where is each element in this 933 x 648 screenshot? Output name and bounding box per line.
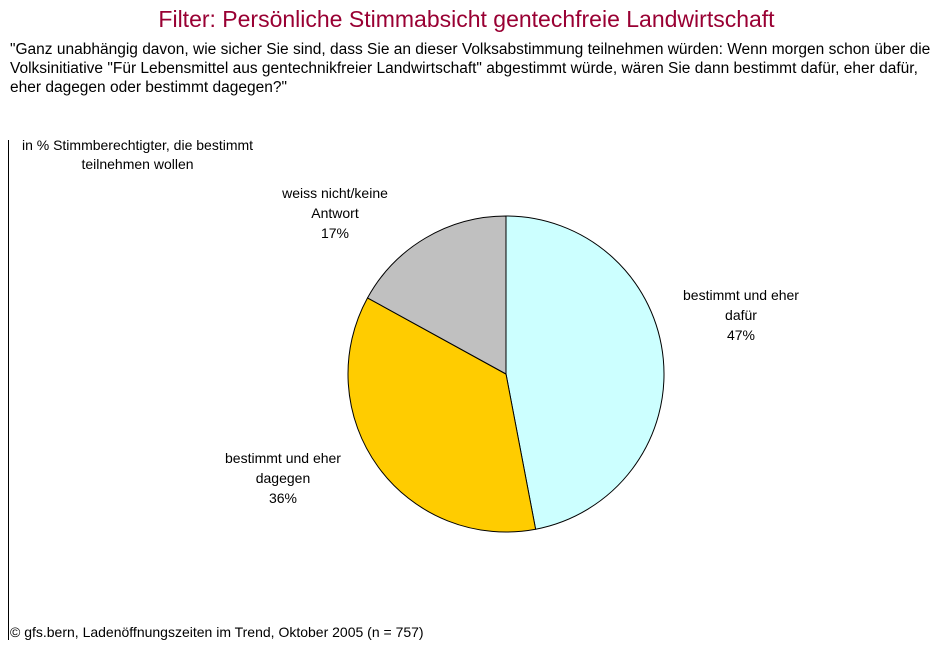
pie-slice xyxy=(505,215,665,530)
category-label: bestimmt und eher dagegen xyxy=(225,450,341,486)
pie-slice xyxy=(347,297,537,533)
value-label: 17% xyxy=(320,225,350,241)
value-label: 36% xyxy=(268,490,298,506)
unit-note: in % Stimmberechtigter, die bestimmt tei… xyxy=(21,137,254,172)
source: © gfs.bern, Ladenöffnungszeiten im Trend… xyxy=(10,624,424,640)
category-label: bestimmt und eher dafür xyxy=(683,287,799,323)
category-label: weiss nicht/keine Antwort xyxy=(282,185,388,221)
question-text: "Ganz unabhängig davon, wie sicher Sie s… xyxy=(10,41,931,96)
frame-line xyxy=(8,140,9,640)
chart-title: Filter: Persönliche Stimmabsicht gentech… xyxy=(158,6,775,32)
value-label: 47% xyxy=(726,327,756,343)
slice-label: bestimmt und eher dagegen 36% xyxy=(208,448,358,508)
slice-label: bestimmt und eher dafür 47% xyxy=(666,285,816,345)
slice-label: weiss nicht/keine Antwort 17% xyxy=(260,183,410,243)
pie-slice xyxy=(366,215,507,375)
